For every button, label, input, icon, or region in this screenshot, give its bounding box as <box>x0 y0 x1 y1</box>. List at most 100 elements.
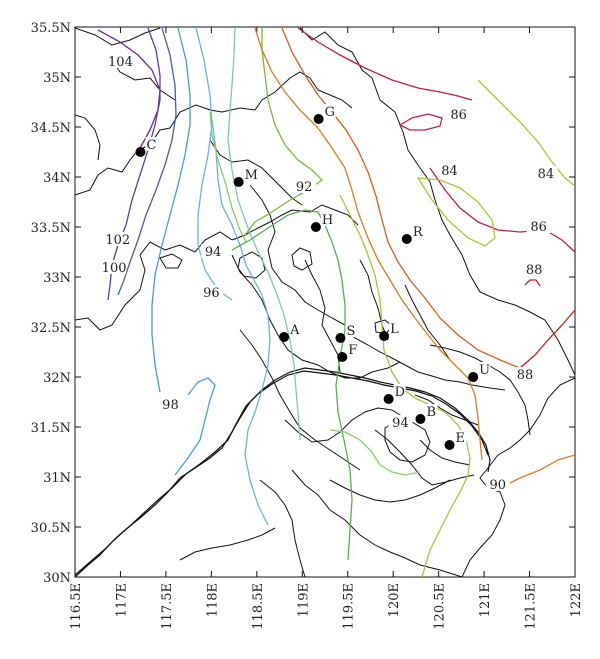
site-marker <box>313 114 324 124</box>
site-label: B <box>426 405 436 420</box>
site-label: R <box>413 225 424 240</box>
province-boundaries <box>75 59 531 577</box>
contour-value-label: 94 <box>205 245 222 260</box>
contour-label-bg <box>533 166 558 180</box>
contour-lines <box>97 27 575 577</box>
site-label-bg <box>345 323 358 337</box>
contour-94b <box>329 429 421 476</box>
site-label: U <box>479 363 490 378</box>
contour-label-bg <box>513 367 537 381</box>
contour-90 <box>254 27 483 461</box>
lat-tick-label: 32N <box>43 371 71 386</box>
site-label: M <box>245 168 258 183</box>
contour-label-bg <box>199 285 224 299</box>
lat-tick-label: 35N <box>43 71 71 86</box>
contour-label-bg <box>446 107 471 121</box>
site-marker <box>444 440 455 450</box>
contour-value-label: 84 <box>441 164 458 179</box>
lat-tick-label: 34.5N <box>31 121 71 136</box>
site-marker <box>335 333 346 343</box>
lon-tick-label: 122E <box>569 583 584 617</box>
site-marker <box>279 332 290 342</box>
contour-label-bg <box>526 219 551 233</box>
lon-tick-label: 118.5E <box>251 583 266 630</box>
lat-tick-label: 31N <box>43 471 71 486</box>
site-label-bg <box>323 104 336 118</box>
contour-label-bg <box>105 232 130 246</box>
contour-value-label: 96 <box>203 286 220 301</box>
contour-98a <box>151 27 191 393</box>
contour-label-bg <box>108 54 133 68</box>
lon-tick-label: 121E <box>478 583 493 617</box>
contour-94a <box>209 111 247 243</box>
contour-label-bg <box>437 163 462 177</box>
contour-value-label: 104 <box>108 55 133 70</box>
sites: G C M H R A S L F U D B E <box>135 104 491 450</box>
contour-97 <box>195 27 233 301</box>
site-label: S <box>346 324 355 339</box>
contour-label-bg <box>102 260 127 274</box>
contour-label-bg <box>485 477 510 491</box>
site-label-bg <box>243 167 256 181</box>
site-label-bg <box>320 212 333 226</box>
contour-104 <box>97 29 161 149</box>
site-label-bg <box>454 430 467 444</box>
contour-value-label: 92 <box>296 180 313 195</box>
lat-tick-label: 33.5N <box>31 221 71 236</box>
site-label: H <box>322 213 333 228</box>
site-label: F <box>348 343 357 358</box>
yangtze-river <box>75 367 491 577</box>
site-label-bg <box>289 322 302 336</box>
lon-tick-label: 120E <box>387 583 402 617</box>
contour-88a <box>519 309 575 369</box>
site-marker <box>337 352 348 362</box>
contour-86b <box>398 113 443 131</box>
lon-tick-label: 119E <box>296 583 311 617</box>
contour-86a <box>297 27 473 101</box>
lon-tick-label: 120.5E <box>433 583 448 630</box>
lon-tick-label: 119.5E <box>342 583 357 630</box>
site-label: D <box>395 385 405 400</box>
lat-tick-label: 34N <box>43 171 71 186</box>
site-label-bg <box>347 342 360 356</box>
contour-91 <box>339 194 471 577</box>
contour-label-bg <box>201 244 226 258</box>
site-marker <box>379 331 390 341</box>
contour-95 <box>227 27 301 441</box>
site-marker <box>468 372 479 382</box>
contour-value-label: 94 <box>392 416 409 431</box>
site-label: A <box>289 323 300 338</box>
site-marker <box>310 222 321 232</box>
contour-88b <box>524 279 541 287</box>
site-marker <box>415 414 426 424</box>
contour-value-label: 84 <box>538 167 555 182</box>
contour-value-label: 90 <box>489 478 506 493</box>
lon-tick-label: 117.5E <box>160 583 175 630</box>
contour-value-label: 100 <box>102 261 127 276</box>
site-label: G <box>325 105 335 120</box>
site-label-bg <box>425 404 438 418</box>
site-label-bg <box>393 384 406 398</box>
site-marker <box>233 177 244 187</box>
site-label-bg <box>145 137 158 151</box>
site-label-bg <box>389 321 402 335</box>
site-label: C <box>146 138 156 153</box>
contour-84a <box>416 177 496 247</box>
site-marker <box>401 234 412 244</box>
contour-89 <box>281 27 521 369</box>
lat-tick-label: 31.5N <box>31 421 71 436</box>
lon-tick-label: 117E <box>114 583 129 617</box>
axis-ticks: 35.5N 35N 34.5N 34N 33.5N 33N 32.5N 32N 31.5N 31N… <box>31 21 584 630</box>
contour-value-label: 88 <box>526 263 543 278</box>
lon-tick-label: 121.5E <box>524 583 539 630</box>
lat-tick-label: 30N <box>43 571 71 586</box>
site-label: L <box>390 322 399 337</box>
contour-labels: 104 102 100 98 96 94 92 94 90 88 86 84 84 86 88 <box>102 54 558 493</box>
contour-93 <box>231 209 353 561</box>
lat-tick-label: 32.5N <box>31 321 71 336</box>
contour-100 <box>117 27 177 296</box>
contour-84b <box>477 79 575 187</box>
site-label-bg <box>411 224 424 238</box>
contour-92 <box>244 28 324 236</box>
